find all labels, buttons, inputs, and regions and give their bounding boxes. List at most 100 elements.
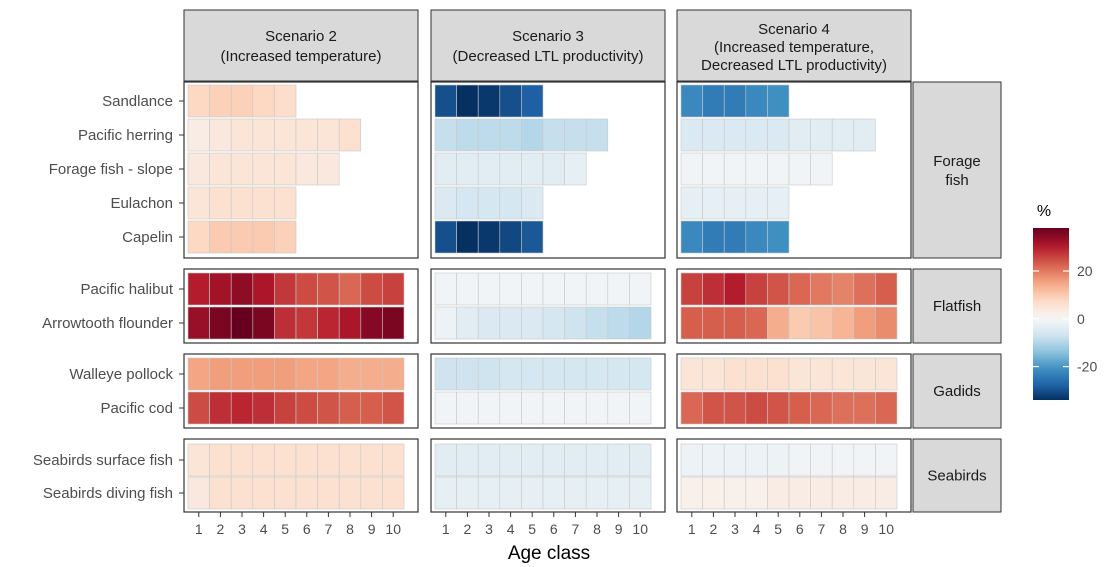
group-label: Gadids <box>933 383 981 400</box>
heat-cell <box>745 152 768 186</box>
heat-cell <box>499 272 522 306</box>
heat-cell <box>585 357 609 391</box>
panel-border <box>430 353 666 429</box>
heat-cell <box>745 357 768 391</box>
heat-cell <box>542 118 565 152</box>
scenario-strip <box>430 9 666 82</box>
heat-cell <box>521 272 544 306</box>
heat-cell <box>831 118 855 152</box>
heat-cell <box>810 118 833 152</box>
heat-cell <box>542 152 565 186</box>
x-tick-label: 10 <box>632 521 648 537</box>
heat-cell <box>629 272 652 306</box>
panel-border <box>676 268 912 344</box>
panel-border <box>430 81 666 259</box>
heat-cell <box>274 357 297 391</box>
heat-cell <box>853 306 876 340</box>
heat-cell <box>456 220 479 254</box>
heat-cell <box>230 84 254 118</box>
heat-cell <box>230 186 254 220</box>
x-tick-label: 2 <box>710 521 718 537</box>
heat-cell <box>456 272 479 306</box>
heat-cell <box>434 357 457 391</box>
heat-cell <box>499 118 522 152</box>
heat-cell <box>607 391 630 425</box>
heat-cell <box>745 186 768 220</box>
heat-cell <box>434 152 457 186</box>
heat-cell <box>723 357 747 391</box>
heat-cell <box>702 220 725 254</box>
heat-cell <box>434 306 457 340</box>
heat-cell <box>456 443 479 477</box>
heat-cell <box>274 476 297 510</box>
heat-cell <box>767 186 790 220</box>
heat-cell <box>499 220 522 254</box>
heat-cell <box>521 118 544 152</box>
x-tick-label: 3 <box>238 521 246 537</box>
x-tick-label: 3 <box>731 521 739 537</box>
heat-cell <box>810 391 833 425</box>
x-tick-label: 1 <box>195 521 203 537</box>
heat-cell <box>477 118 501 152</box>
x-tick-label: 1 <box>442 521 450 537</box>
x-tick-label: 9 <box>615 521 623 537</box>
heat-cell <box>831 391 855 425</box>
heat-cell <box>680 220 703 254</box>
heat-cell <box>360 443 383 477</box>
heat-cell <box>723 152 747 186</box>
heat-cell <box>295 476 318 510</box>
heat-cell <box>853 476 876 510</box>
heat-cell <box>564 443 587 477</box>
x-tick-label: 8 <box>839 521 847 537</box>
x-tick-label: 8 <box>346 521 354 537</box>
heat-cell <box>542 272 565 306</box>
heat-cell <box>702 272 725 306</box>
heat-cell <box>564 152 587 186</box>
heat-cell <box>252 357 275 391</box>
heat-cell <box>585 391 609 425</box>
heat-cell <box>252 118 275 152</box>
heat-cell <box>680 152 703 186</box>
heat-cell <box>585 272 609 306</box>
heat-cell <box>723 272 747 306</box>
heat-cell <box>456 186 479 220</box>
heat-cell <box>564 357 587 391</box>
heat-cell <box>338 476 362 510</box>
heat-cell <box>788 357 811 391</box>
group-label: Forage <box>933 153 981 170</box>
heat-cell <box>875 272 898 306</box>
heat-cell <box>564 118 587 152</box>
heat-cell <box>382 391 405 425</box>
heat-cell <box>252 476 275 510</box>
heat-cell <box>456 306 479 340</box>
scenario-subtitle: Decreased LTL productivity) <box>701 57 887 74</box>
heat-cell <box>564 272 587 306</box>
heat-cell <box>477 357 501 391</box>
heat-cell <box>875 391 898 425</box>
row-label: Pacific halibut <box>80 281 173 298</box>
heat-cell <box>875 357 898 391</box>
heat-cell <box>252 186 275 220</box>
heat-cell <box>499 443 522 477</box>
row-label: Pacific herring <box>78 127 173 144</box>
heat-cell <box>360 476 383 510</box>
heat-cell <box>209 152 232 186</box>
heat-cell <box>542 443 565 477</box>
heat-cell <box>702 443 725 477</box>
panel-border <box>183 353 419 429</box>
row-label: Arrowtooth flounder <box>42 315 173 332</box>
heat-cell <box>434 220 457 254</box>
heat-cell <box>252 306 275 340</box>
heat-cell <box>521 357 544 391</box>
x-tick-label: 2 <box>464 521 472 537</box>
heat-cell <box>767 272 790 306</box>
heat-cell <box>477 306 501 340</box>
heat-cell <box>680 186 703 220</box>
scenario-title: Scenario 4 <box>758 21 830 38</box>
heat-cell <box>745 118 768 152</box>
heat-cell <box>295 357 318 391</box>
heat-cell <box>745 84 768 118</box>
heat-cell <box>187 272 210 306</box>
x-tick-label: 2 <box>217 521 225 537</box>
